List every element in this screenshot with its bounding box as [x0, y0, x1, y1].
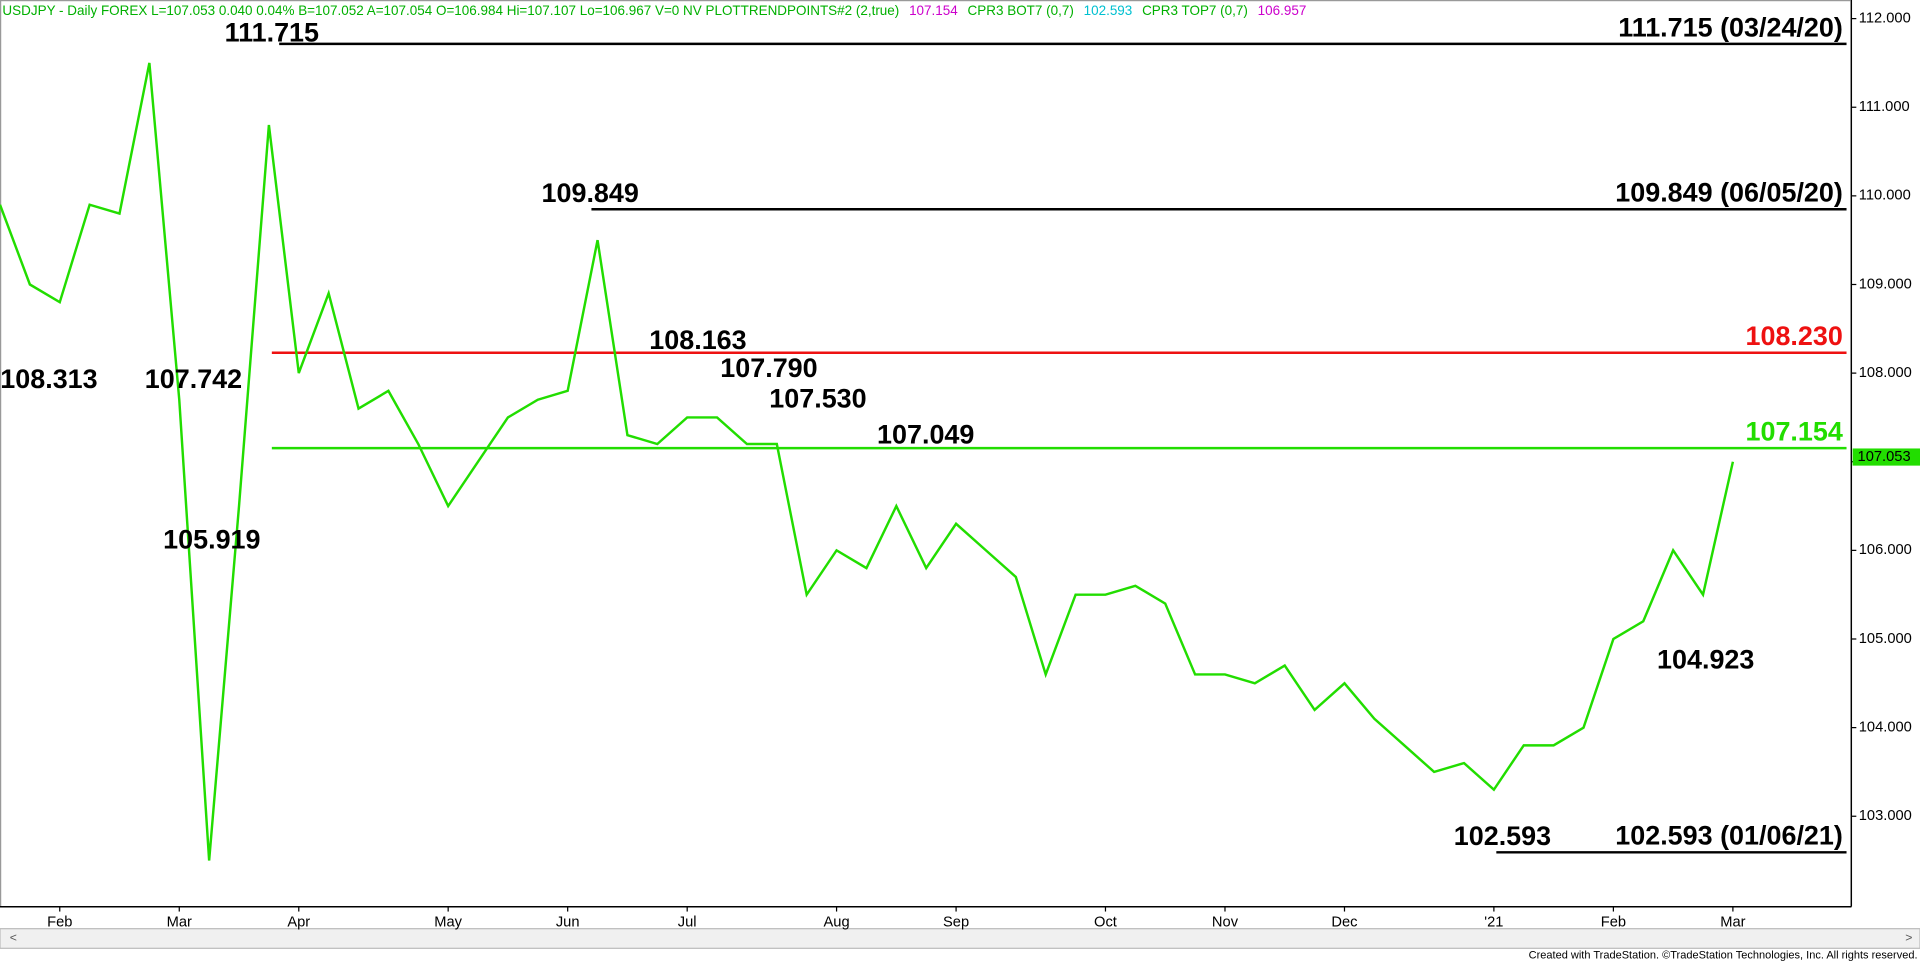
point-label: 107.530: [769, 384, 866, 414]
x-tick-label: Apr: [287, 914, 310, 930]
x-tick-label: Jun: [556, 914, 580, 930]
level-label: 108.230: [1746, 321, 1843, 351]
y-tick-label: 108.000: [1859, 365, 1912, 381]
x-tick-label: Mar: [1720, 914, 1745, 930]
level-label: 107.154: [1746, 416, 1843, 446]
point-label: 107.790: [720, 353, 817, 383]
x-tick-label: Nov: [1212, 914, 1239, 930]
chart-header: USDJPY - Daily FOREX L=107.053 0.040 0.0…: [2, 3, 1306, 18]
y-tick-label: 106.000: [1859, 542, 1912, 558]
last-price-label: 107.053: [1858, 449, 1911, 465]
x-tick-label: Feb: [1601, 914, 1626, 930]
point-label: 107.742: [145, 364, 242, 394]
point-label: 108.313: [0, 364, 97, 394]
point-label: 105.919: [163, 525, 260, 555]
x-tick-label: May: [434, 914, 462, 930]
y-tick-label: 112.000: [1859, 10, 1911, 26]
point-label: 102.593: [1454, 821, 1551, 851]
y-tick-label: 111.000: [1859, 99, 1910, 115]
point-label: 104.923: [1657, 645, 1754, 675]
x-tick-label: Oct: [1094, 914, 1117, 930]
header-item: CPR3 TOP7 (0,7): [1142, 3, 1248, 18]
scroll-right[interactable]: >: [1905, 931, 1912, 945]
x-tick-label: Aug: [824, 914, 850, 930]
y-tick-label: 103.000: [1859, 808, 1912, 824]
point-label: 109.849: [542, 178, 639, 208]
point-label: 111.715: [225, 17, 319, 47]
header-item: CPR3 BOT7 (0,7): [968, 3, 1074, 18]
y-tick-label: 105.000: [1859, 631, 1912, 647]
x-tick-label: Dec: [1331, 914, 1357, 930]
level-label: 111.715 (03/24/20): [1618, 12, 1843, 42]
x-tick-label: '21: [1484, 914, 1503, 930]
scroll-left[interactable]: <: [10, 931, 17, 945]
scrollbar[interactable]: [0, 928, 1920, 949]
header-item: 102.593: [1084, 3, 1133, 18]
y-tick-label: 104.000: [1859, 719, 1912, 735]
x-tick-label: Mar: [167, 914, 192, 930]
x-tick-label: Sep: [943, 914, 969, 930]
point-label: 107.049: [877, 419, 974, 449]
header-item: 106.957: [1258, 3, 1307, 18]
footer: Created with TradeStation. ©TradeStation…: [1529, 950, 1918, 962]
x-tick-label: Jul: [678, 914, 697, 930]
point-label: 108.163: [649, 325, 746, 355]
level-label: 109.849 (06/05/20): [1615, 178, 1843, 208]
y-tick-label: 109.000: [1859, 276, 1912, 292]
header-item: USDJPY - Daily FOREX L=107.053 0.040 0.0…: [2, 3, 899, 18]
plot-frame: [0, 0, 1852, 908]
last-price-tag: [1852, 448, 1920, 466]
x-tick-label: Feb: [47, 914, 72, 930]
y-tick-label: 110.000: [1859, 188, 1911, 204]
price-line: [0, 62, 1735, 861]
level-label: 102.593 (01/06/21): [1615, 821, 1843, 851]
header-item: 107.154: [909, 3, 958, 18]
